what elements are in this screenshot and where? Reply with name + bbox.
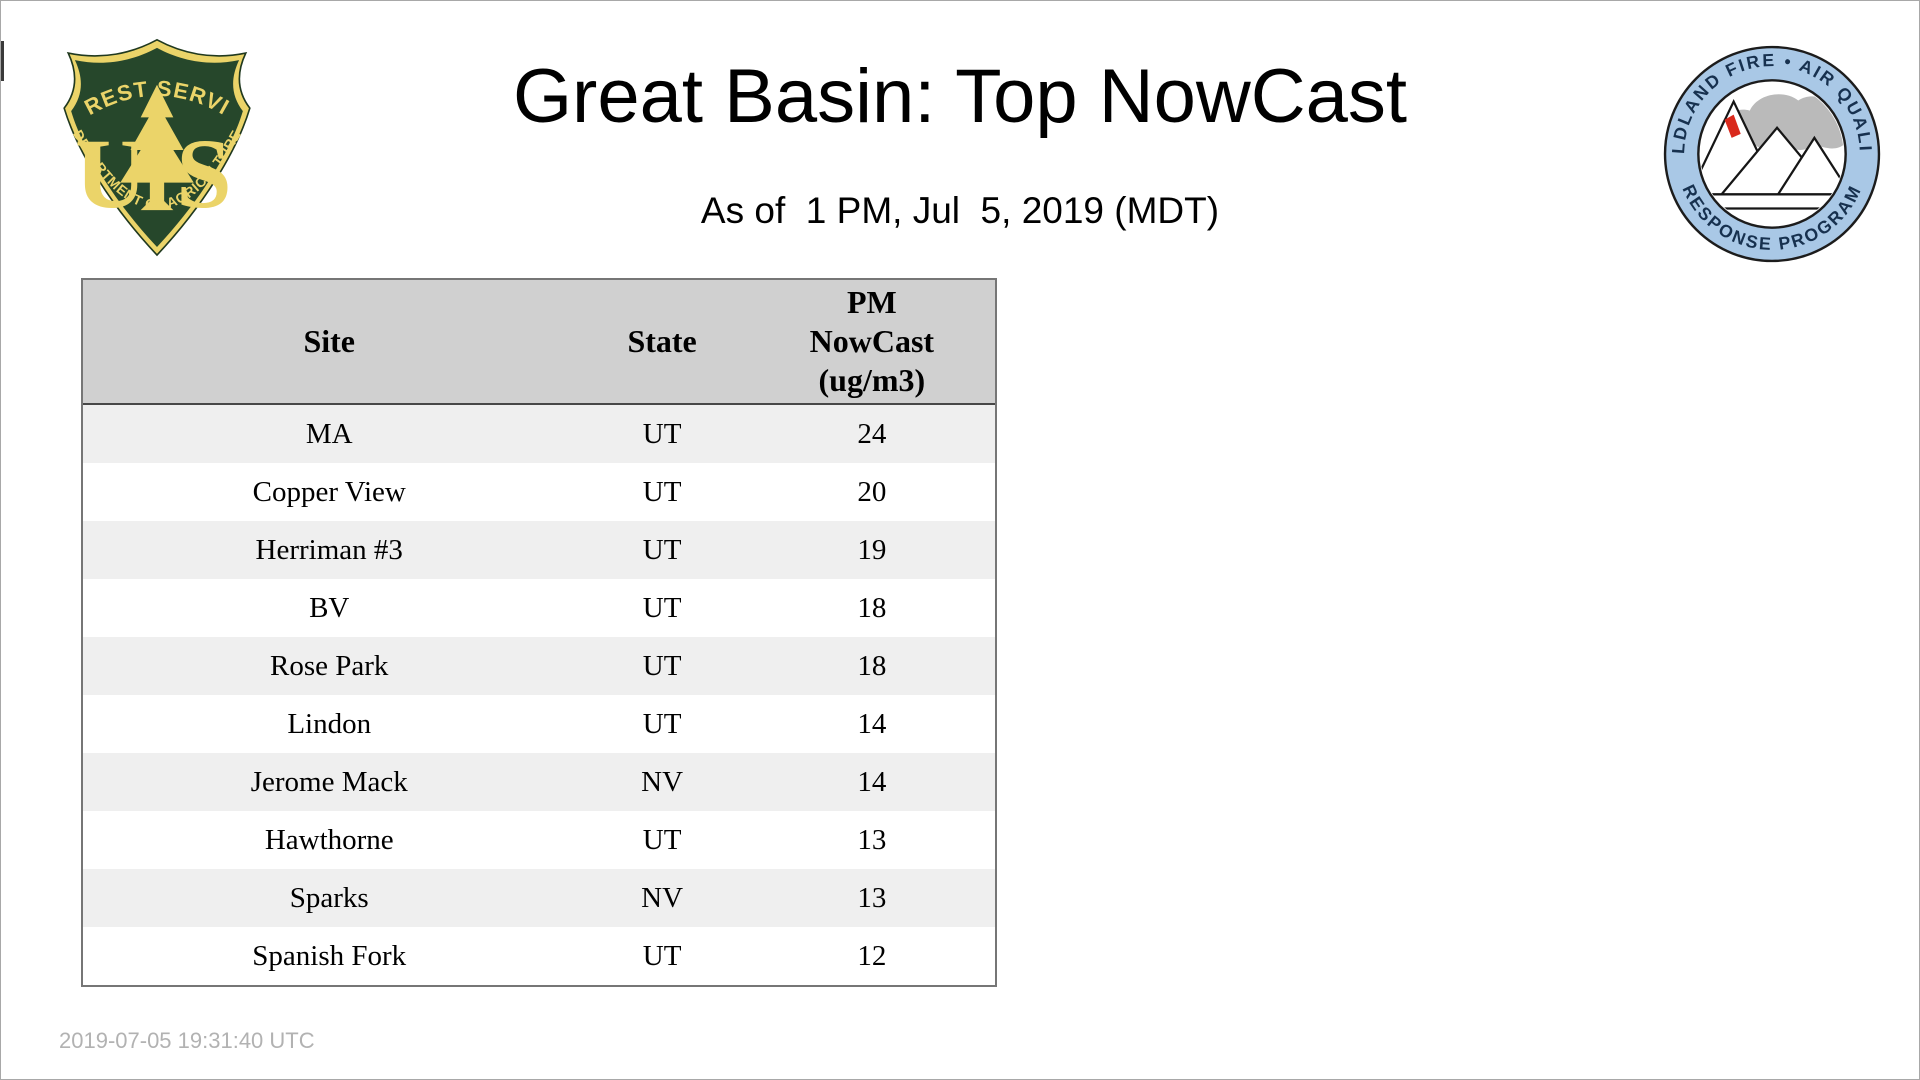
- fire-flame-icon: [1724, 114, 1741, 138]
- cell-value: 14: [857, 707, 887, 740]
- table-row: MA UT 24: [83, 405, 995, 463]
- cell-state: NV: [641, 881, 684, 914]
- col-header-pm-line1: PM: [846, 283, 897, 320]
- cell-site: MA: [305, 417, 353, 450]
- cell-state: UT: [642, 417, 682, 450]
- cell-value: 18: [857, 649, 887, 682]
- cell-site: Herriman #3: [255, 533, 403, 566]
- cell-value: 13: [857, 881, 887, 914]
- cell-site: Jerome Mack: [250, 765, 408, 798]
- col-header-site: Site: [303, 323, 355, 359]
- cell-value: 20: [857, 475, 887, 508]
- table-row: Spanish Fork UT 12: [83, 927, 995, 985]
- col-header-state: State: [627, 323, 697, 359]
- cell-site: Hawthorne: [264, 823, 394, 856]
- nowcast-table: Site State PM NowCast (ug/m3) MA UT 24 C…: [81, 278, 997, 987]
- table-row: Copper View UT 20: [83, 463, 995, 521]
- cell-site: BV: [309, 591, 350, 624]
- left-edge-artifact: [1, 41, 4, 81]
- cell-value: 19: [857, 533, 887, 566]
- cell-value: 24: [857, 417, 887, 450]
- cell-value: 14: [857, 765, 887, 798]
- cell-state: UT: [642, 707, 682, 740]
- cell-site: Copper View: [252, 475, 406, 508]
- table-row: Herriman #3 UT 19: [83, 521, 995, 579]
- cell-state: UT: [642, 475, 682, 508]
- cell-site: Spanish Fork: [252, 939, 407, 972]
- wfaqrp-badge-logo: WILDLAND FIRE • AIR QUALITY RESPONSE PRO…: [1661, 43, 1881, 263]
- table-body: MA UT 24 Copper View UT 20 Herriman #3 U…: [83, 405, 995, 985]
- cell-state: UT: [642, 533, 682, 566]
- table-row: Sparks NV 13: [83, 869, 995, 927]
- cell-state: UT: [642, 649, 682, 682]
- col-header-pm-line3: (ug/m3): [818, 362, 926, 399]
- page-subtitle: As of 1 PM, Jul 5, 2019 (MDT): [700, 190, 1220, 231]
- table-row: Jerome Mack NV 14: [83, 753, 995, 811]
- usfs-shield-logo: FOREST SERVICE U S DEPARTMENT OF AGRICUL…: [55, 35, 251, 257]
- cell-site: Sparks: [289, 881, 369, 914]
- table-row: Hawthorne UT 13: [83, 811, 995, 869]
- cell-value: 18: [857, 591, 887, 624]
- cell-state: UT: [642, 823, 682, 856]
- table-row: Rose Park UT 18: [83, 637, 995, 695]
- cell-state: UT: [642, 591, 682, 624]
- table-row: BV UT 18: [83, 579, 995, 637]
- table-row: Lindon UT 14: [83, 695, 995, 753]
- generated-timestamp: 2019-07-05 19:31:40 UTC: [59, 1028, 315, 1053]
- cell-site: Lindon: [287, 707, 372, 740]
- page-title: Great Basin: Top NowCast: [512, 54, 1408, 139]
- cell-state: NV: [641, 765, 684, 798]
- smoke-cloud-icon: [1719, 94, 1844, 150]
- cell-state: UT: [642, 939, 682, 972]
- col-header-pm-nowcast: PM NowCast (ug/m3): [749, 283, 995, 400]
- table-header-row: Site State PM NowCast (ug/m3): [83, 280, 995, 405]
- usfs-pine-tree-icon: [120, 84, 194, 211]
- col-header-pm-line2: NowCast: [809, 322, 935, 359]
- cell-value: 13: [857, 823, 887, 856]
- cell-value: 12: [857, 939, 887, 972]
- cell-site: Rose Park: [270, 649, 389, 682]
